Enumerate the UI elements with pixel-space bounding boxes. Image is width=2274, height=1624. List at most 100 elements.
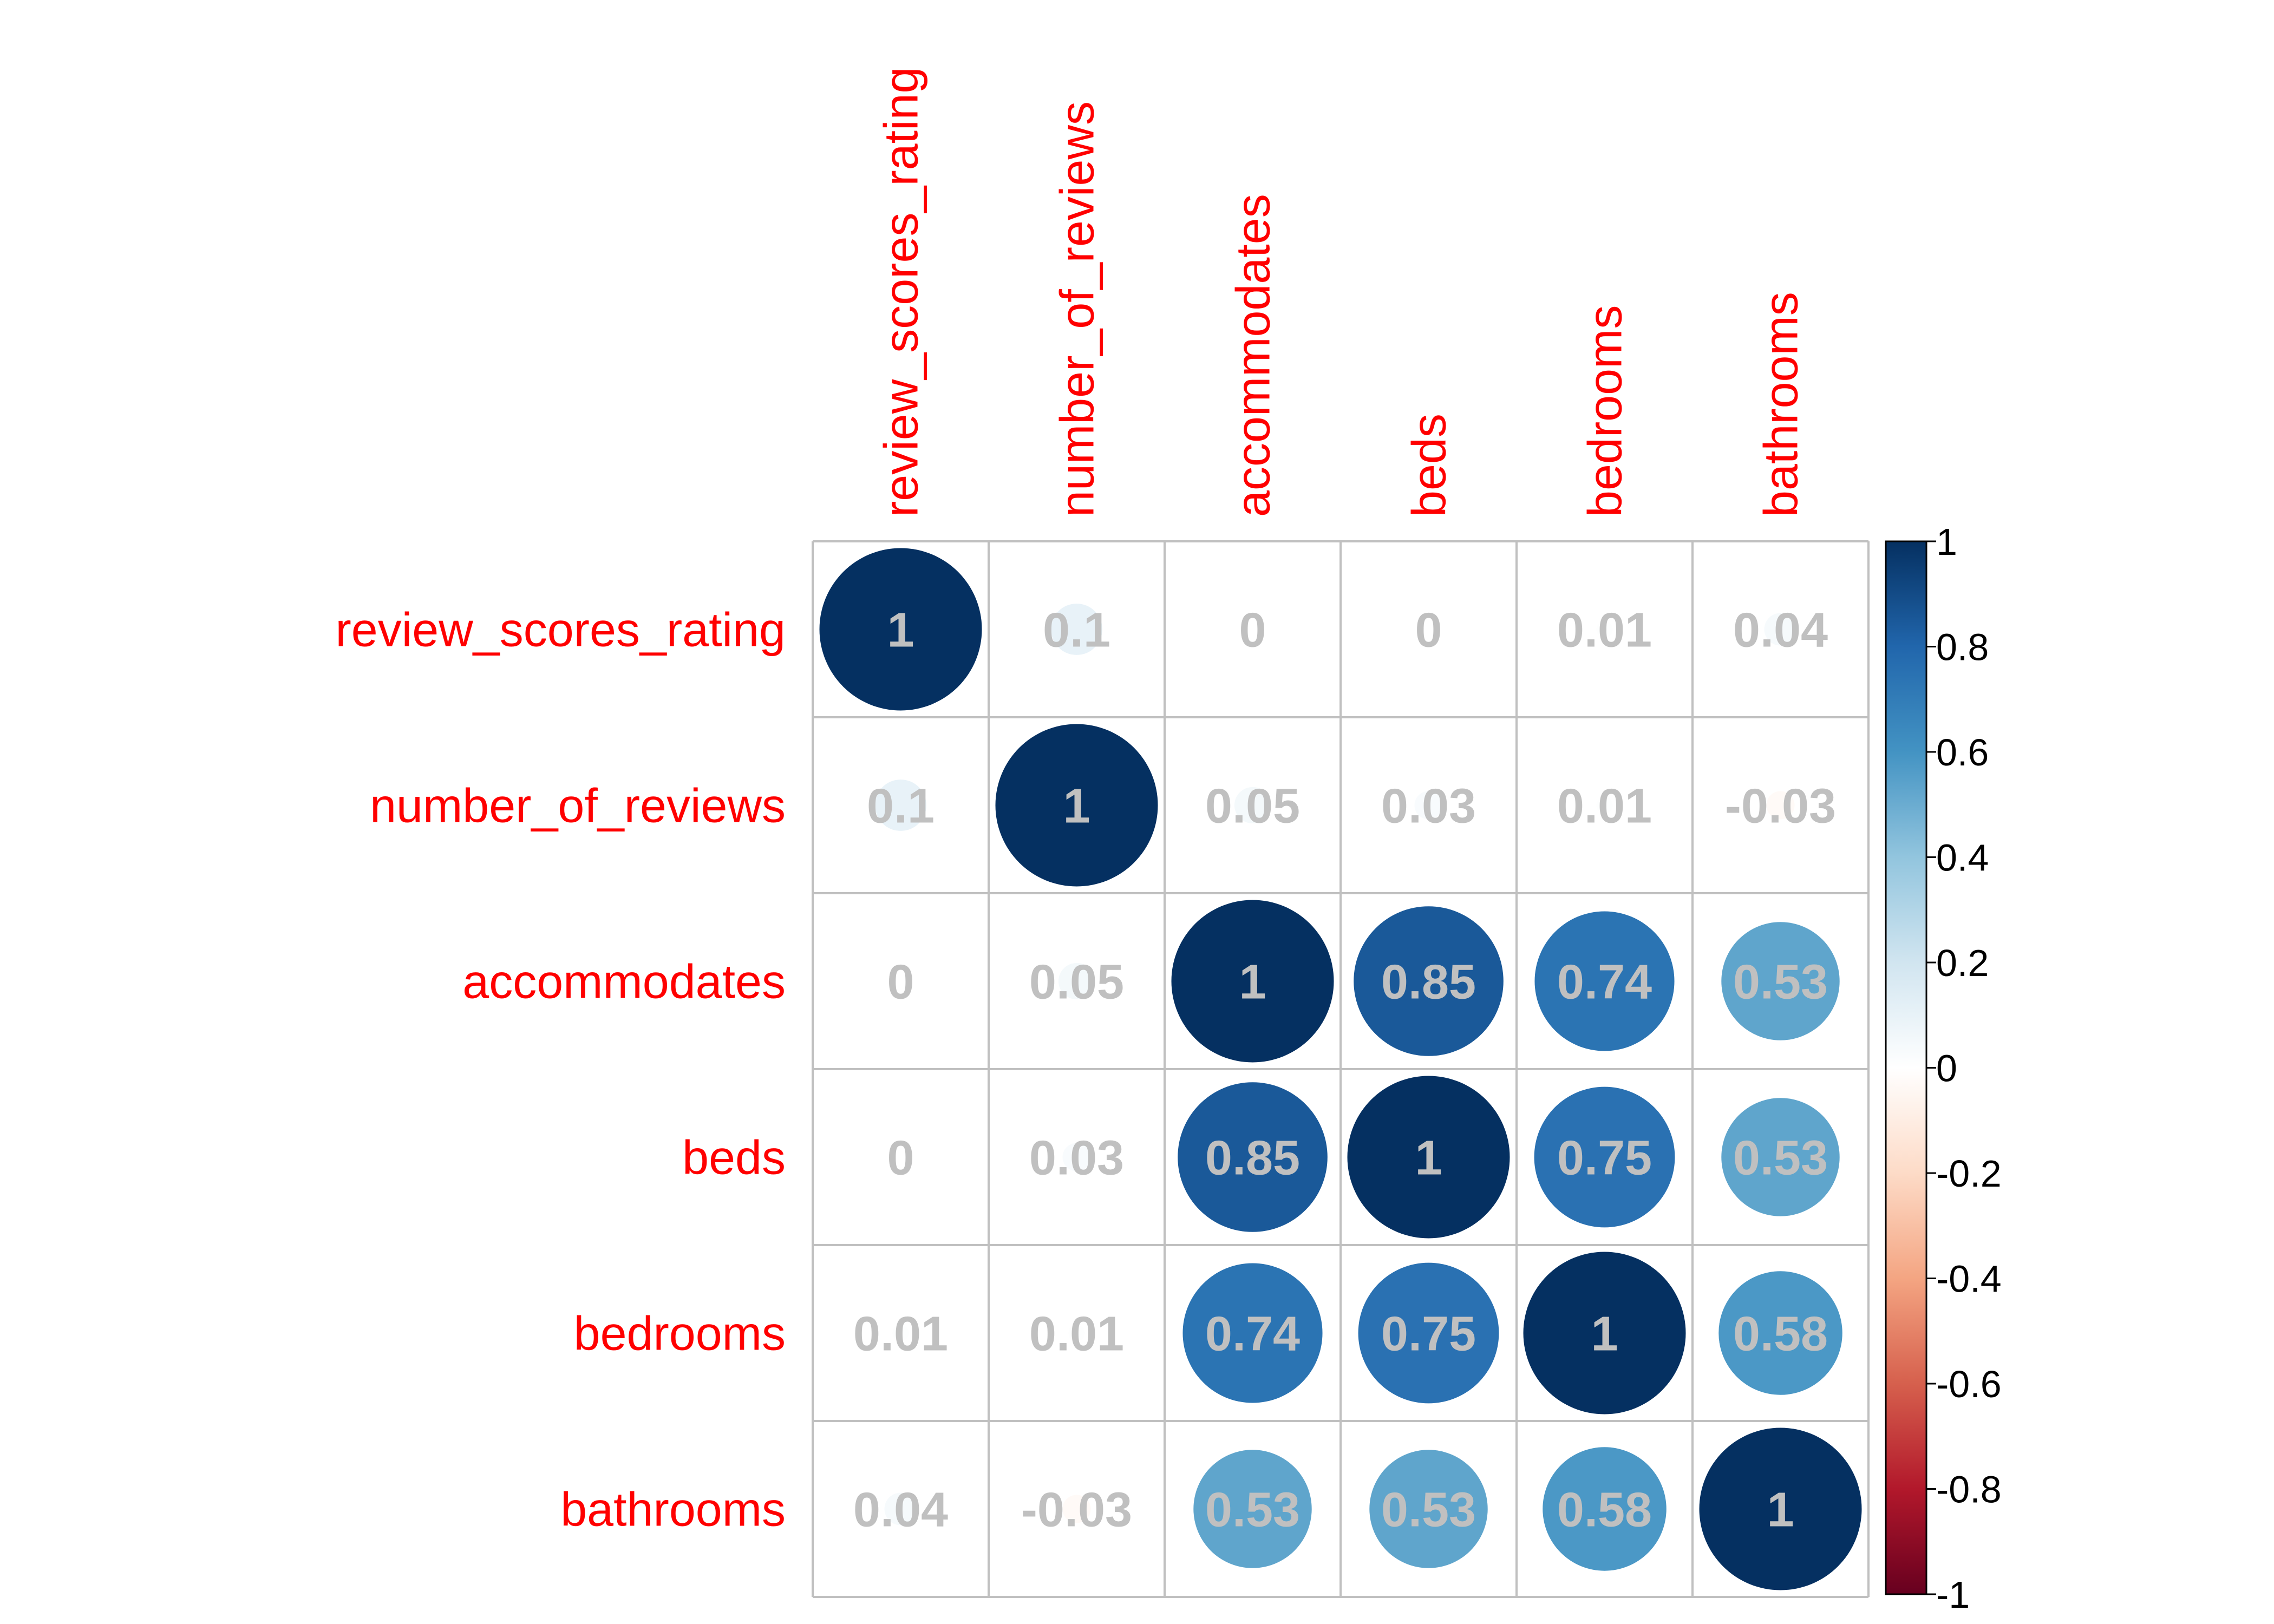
- colorbar-tick-label: -0.6: [1936, 1363, 2002, 1405]
- corr-circle-0-4: [1596, 621, 1613, 638]
- col-label-bathrooms: bathrooms: [1754, 292, 1808, 517]
- col-label-bedrooms: bedrooms: [1578, 305, 1632, 517]
- corr-value-label: 0.01: [853, 1307, 948, 1361]
- corr-circle-5-0: [884, 1492, 917, 1525]
- colorbar-tick-label: -0.8: [1936, 1469, 2002, 1511]
- corr-value-label: 0.85: [1205, 1131, 1300, 1186]
- corr-value-label: 1: [1767, 1483, 1794, 1537]
- corr-circle-4-3: [1358, 1262, 1499, 1404]
- colorbar-tick-label: -0.2: [1936, 1152, 2002, 1195]
- corr-circle-1-4: [1596, 797, 1613, 814]
- corr-value-label: 0.1: [867, 780, 935, 834]
- corr-circle-3-4: [1534, 1086, 1675, 1228]
- corr-circle-2-4: [1534, 911, 1675, 1051]
- corr-circle-1-1: [995, 724, 1158, 887]
- corr-circle-3-5: [1721, 1098, 1840, 1216]
- corr-value-label: 0: [887, 1131, 914, 1186]
- corr-value-label: 0.74: [1205, 1307, 1300, 1361]
- colorbar-tick-label: 0.2: [1936, 942, 1989, 984]
- corr-circle-4-2: [1182, 1263, 1323, 1403]
- corr-circle-4-0: [892, 1325, 909, 1341]
- corr-circle-5-5: [1699, 1427, 1862, 1590]
- corr-circle-5-3: [1369, 1450, 1488, 1568]
- corr-circle-2-1: [1058, 962, 1095, 1000]
- corr-value-label: 0: [887, 955, 914, 1010]
- corr-value-label: -0.03: [1021, 1483, 1132, 1537]
- row-label-review_scores_rating: review_scores_rating: [336, 603, 786, 657]
- colorbar-tick-label: 0.8: [1936, 626, 1989, 669]
- corr-value-label: 1: [1415, 1131, 1442, 1186]
- corr-value-label: 0.58: [1557, 1483, 1652, 1537]
- row-labels: review_scores_rating number_of_reviewsacc…: [336, 603, 786, 1536]
- colorbar-tick-label: -0.4: [1936, 1258, 2002, 1300]
- colorbar-tick-label: -1: [1936, 1574, 1970, 1616]
- corr-circle-4-1: [1068, 1325, 1085, 1341]
- corr-circle-2-2: [1171, 900, 1334, 1063]
- value-labels: 1 0.1 0 0 0.01 0.04 0.1 1 0.05 0.03 0.01 -0.03 0 0.05…: [853, 604, 1836, 1537]
- corr-circle-1-0: [875, 780, 926, 831]
- corr-circle-0-0: [819, 548, 982, 711]
- corr-value-label: 0.75: [1557, 1131, 1652, 1186]
- corr-value-label: 0.53: [1733, 955, 1828, 1010]
- row-label-bedrooms: bedrooms: [574, 1307, 786, 1360]
- col-label-review_scores_rating: review_scores_rating: [874, 67, 928, 518]
- corr-value-label: 0.01: [1557, 604, 1652, 658]
- corr-circle-3-2: [1178, 1082, 1328, 1232]
- corr-value-label: 0.01: [1029, 1307, 1124, 1361]
- corr-circle-0-1: [1051, 604, 1102, 655]
- corr-value-label: 0.04: [1733, 604, 1828, 658]
- corr-circle-1-5: [1766, 791, 1795, 820]
- corr-value-label: 0.85: [1381, 955, 1476, 1010]
- col-label-accommodates: accommodates: [1226, 194, 1280, 517]
- corr-circle-5-2: [1193, 1450, 1312, 1568]
- corr-value-label: 0.04: [853, 1483, 948, 1537]
- corr-value-label: 1: [887, 604, 914, 658]
- corr-value-label: 0.53: [1381, 1483, 1476, 1537]
- corr-value-label: 0: [1239, 604, 1266, 658]
- corr-circle-1-2: [1234, 787, 1271, 824]
- corr-circle-3-3: [1347, 1076, 1510, 1239]
- row-label-beds: beds: [682, 1131, 786, 1184]
- corr-value-label: 1: [1063, 780, 1090, 834]
- corr-value-label: 0.05: [1205, 780, 1300, 834]
- corr-value-label: 0.03: [1381, 780, 1476, 834]
- corr-value-label: 0.53: [1205, 1483, 1300, 1537]
- corr-circle-2-3: [1354, 906, 1504, 1056]
- corr-circle-1-3: [1414, 791, 1443, 820]
- colorbar-tick-label: 0.6: [1936, 731, 1989, 774]
- colorbar-tick-label: 0: [1936, 1047, 1957, 1090]
- corr-value-label: 0.05: [1029, 955, 1124, 1010]
- corr-value-label: -0.03: [1725, 780, 1836, 834]
- colorbar-gradient: [1885, 540, 1927, 1595]
- corr-circle-2-5: [1721, 922, 1840, 1040]
- corr-value-label: 1: [1239, 955, 1266, 1010]
- col-label-number_of_reviews: number_of_reviews: [1050, 101, 1104, 517]
- corr-value-label: 0.03: [1029, 1131, 1124, 1186]
- colorbar-ticks: 1 0.8 0.6 0.4 0.2 0 -0.2 -0.4 -0.6 -0.8 -1: [1926, 521, 2002, 1616]
- corr-circle-5-4: [1543, 1447, 1667, 1571]
- corr-circle-5-1: [1062, 1495, 1091, 1523]
- column-labels: review_scores_rating number_of_reviews acc…: [874, 67, 1808, 518]
- corr-circle-4-4: [1523, 1252, 1686, 1415]
- row-label-number_of_reviews: number_of_reviews: [370, 779, 786, 833]
- colorbar-tick-label: 0.4: [1936, 837, 1989, 879]
- matrix-grid: [812, 540, 1870, 1598]
- corr-circle-3-1: [1062, 1143, 1091, 1171]
- row-label-bathrooms: bathrooms: [560, 1483, 786, 1536]
- row-label-accommodates: accommodates: [462, 955, 786, 1009]
- colorbar-tick-label: 1: [1936, 521, 1957, 563]
- corr-value-label: 0.1: [1043, 604, 1110, 658]
- col-label-beds: beds: [1402, 414, 1456, 517]
- corr-value-label: 1: [1591, 1307, 1618, 1361]
- corr-circle-4-5: [1718, 1271, 1842, 1395]
- corr-value-label: 0.58: [1733, 1307, 1828, 1361]
- corr-value-label: 0.01: [1557, 780, 1652, 834]
- corr-value-label: 0.53: [1733, 1131, 1828, 1186]
- colorbar: 1 0.8 0.6 0.4 0.2 0 -0.2 -0.4 -0.6 -0.8 -1: [1885, 521, 2002, 1616]
- corr-circle-0-5: [1764, 613, 1797, 646]
- corr-value-label: 0.75: [1381, 1307, 1476, 1361]
- corr-value-label: 0: [1415, 604, 1442, 658]
- matrix-circles: [819, 548, 1862, 1590]
- corr-value-label: 0.74: [1557, 955, 1652, 1010]
